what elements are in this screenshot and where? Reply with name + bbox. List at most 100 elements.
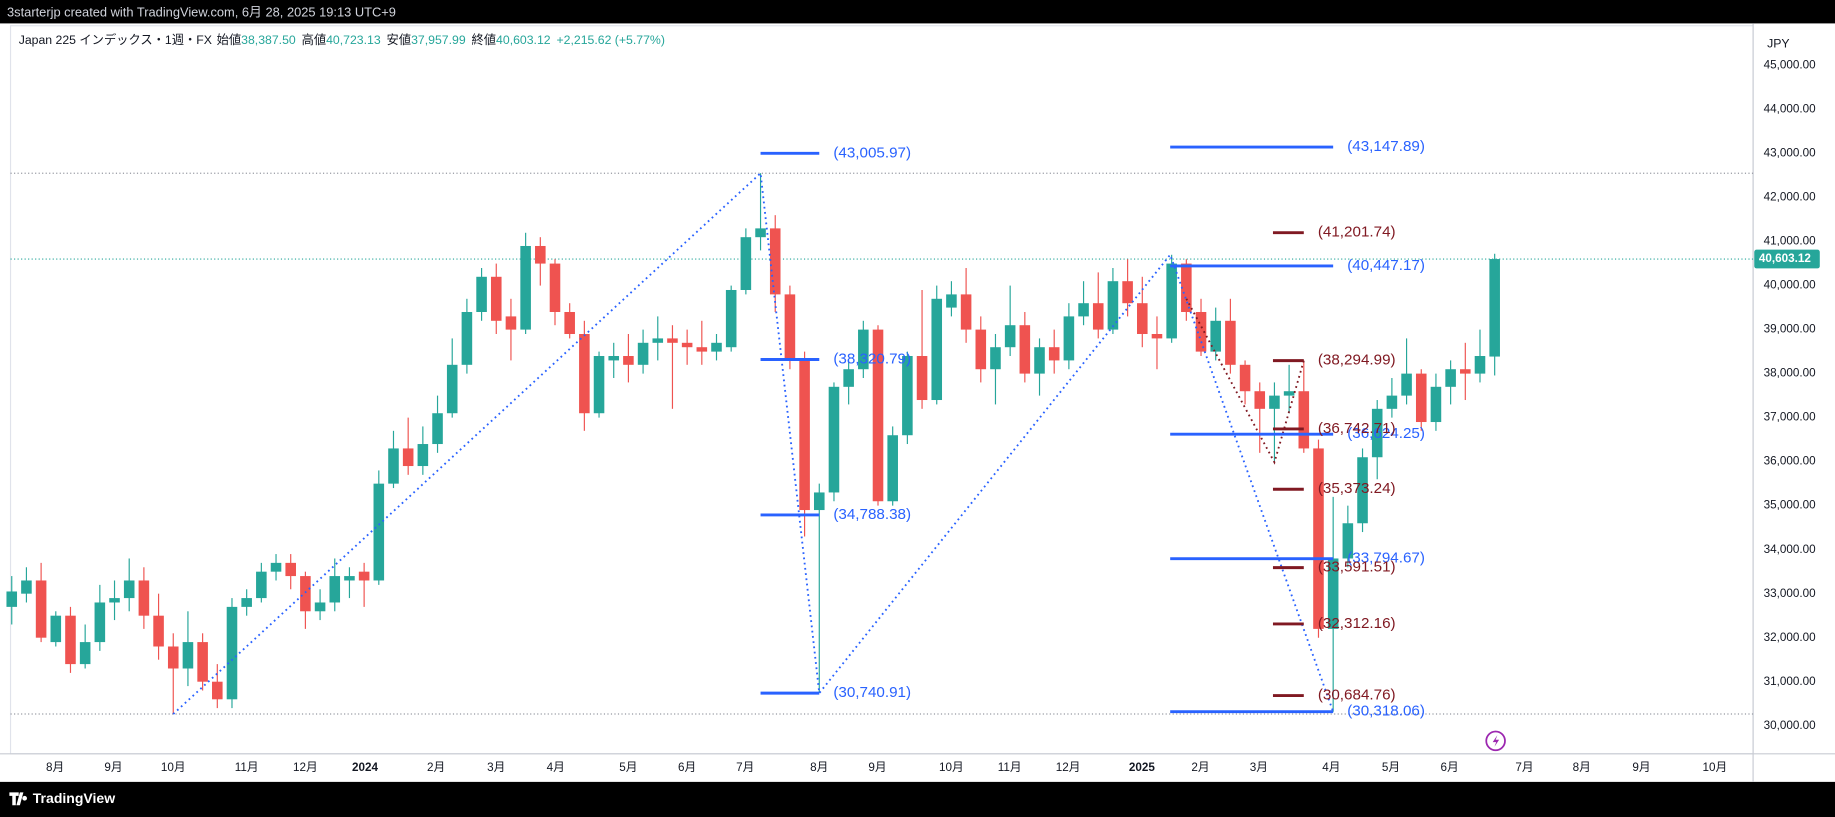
alert-icon bbox=[1485, 730, 1506, 752]
candle-body bbox=[329, 576, 341, 603]
candle-body bbox=[593, 356, 605, 414]
level-label: (33,591.51) bbox=[1318, 559, 1396, 576]
level-label: (30,318.06) bbox=[1347, 703, 1425, 720]
candle-body bbox=[1210, 320, 1221, 352]
level-label: (32,312.16) bbox=[1318, 615, 1396, 632]
y-tick-label: 33,000.00 bbox=[1764, 587, 1816, 600]
candle-body bbox=[153, 615, 164, 647]
candle-body bbox=[1298, 391, 1310, 449]
legend-value: 37,957.99 bbox=[411, 33, 466, 47]
x-tick-label: 11月 bbox=[235, 761, 259, 774]
candle-body bbox=[1357, 457, 1368, 524]
candle-body bbox=[1371, 408, 1383, 458]
level-label: (41,201.74) bbox=[1318, 224, 1396, 241]
candle-body bbox=[784, 294, 796, 361]
candle-body bbox=[1048, 347, 1060, 361]
legend-symbol: Japan 225 インデックス・1週・FX bbox=[19, 32, 212, 47]
candle-body bbox=[1078, 303, 1089, 317]
candle-body bbox=[1386, 395, 1398, 409]
level-label: (43,005.97) bbox=[833, 144, 911, 161]
candle-body bbox=[388, 448, 399, 484]
candle-body bbox=[6, 591, 18, 607]
x-tick-label: 2024 bbox=[352, 761, 378, 774]
x-tick-label: 10月 bbox=[1703, 761, 1728, 774]
candle-body bbox=[1342, 523, 1354, 559]
candle-body bbox=[1195, 311, 1207, 352]
candle-body bbox=[35, 580, 47, 638]
level-label: (36,624.25) bbox=[1347, 425, 1425, 442]
y-tick-label: 42,000.00 bbox=[1764, 191, 1816, 204]
level-label: (40,447.17) bbox=[1347, 257, 1425, 274]
candle-body bbox=[681, 342, 693, 348]
candle-body bbox=[769, 228, 781, 295]
x-tick-label: 2月 bbox=[427, 761, 445, 774]
candle-body bbox=[432, 413, 443, 445]
candle-body bbox=[608, 356, 620, 361]
candle-body bbox=[476, 276, 487, 312]
x-tick-label: 6月 bbox=[1440, 761, 1458, 774]
footer-logo bbox=[9, 792, 27, 806]
candle-body bbox=[1137, 303, 1148, 335]
last-price-tag bbox=[1754, 249, 1820, 269]
logo-mark bbox=[9, 792, 27, 806]
legend-label: 高値 bbox=[302, 32, 327, 47]
x-tick-label: 11月 bbox=[998, 761, 1022, 774]
x-tick-label: 12月 bbox=[293, 761, 318, 774]
candle-body bbox=[270, 562, 282, 572]
candle-body bbox=[285, 562, 296, 577]
candle-body bbox=[1034, 347, 1045, 374]
candle-body bbox=[1489, 259, 1500, 357]
x-tick-label: 8月 bbox=[810, 761, 828, 774]
x-tick-label: 3月 bbox=[1250, 761, 1268, 774]
x-tick-label: 8月 bbox=[46, 761, 64, 774]
x-tick-label: 6月 bbox=[678, 761, 696, 774]
candle-body bbox=[652, 338, 664, 343]
y-tick-label: 40,000.00 bbox=[1764, 279, 1816, 292]
candle-body bbox=[1401, 373, 1412, 396]
currency: JPY bbox=[1767, 37, 1789, 51]
legend: Japan 225 インデックス・1週・FX 始値38,387.50 高値40,72… bbox=[19, 32, 665, 47]
level-label: (38,320.79) bbox=[833, 351, 911, 368]
candle-body bbox=[1327, 558, 1339, 629]
candle-body bbox=[65, 615, 76, 665]
y-tick-label: 41,000.00 bbox=[1764, 235, 1816, 248]
candle-body bbox=[740, 237, 752, 290]
candle-body bbox=[696, 347, 708, 352]
x-tick-label: 9月 bbox=[868, 761, 886, 774]
candle-body bbox=[1063, 316, 1075, 361]
candle-body bbox=[1474, 356, 1486, 374]
level-label: (36,742.71) bbox=[1318, 420, 1396, 437]
legend-label: 始値 bbox=[217, 32, 242, 47]
candle-body bbox=[755, 228, 766, 238]
candle-body bbox=[843, 369, 854, 387]
candle-body bbox=[1092, 303, 1104, 330]
candle-body bbox=[50, 615, 62, 643]
x-tick-label: 2月 bbox=[1191, 761, 1209, 774]
alert-bolt bbox=[1492, 735, 1500, 747]
candle-body bbox=[1107, 281, 1119, 330]
candle-body bbox=[300, 576, 311, 612]
level-label: (43,147.89) bbox=[1347, 138, 1425, 155]
candle-body bbox=[1460, 369, 1471, 374]
candle-body bbox=[197, 642, 208, 682]
candle-body bbox=[711, 342, 722, 352]
candle-body bbox=[226, 606, 238, 700]
x-tick-label: 9月 bbox=[1632, 761, 1650, 774]
candle-body bbox=[799, 360, 810, 511]
candle-body bbox=[725, 289, 737, 348]
candle-body bbox=[505, 316, 517, 330]
candle-body bbox=[579, 334, 590, 414]
x-tick-label: 10月 bbox=[939, 761, 964, 774]
candle-body bbox=[960, 294, 972, 330]
y-tick-label: 44,000.00 bbox=[1764, 103, 1816, 116]
candle-body bbox=[813, 492, 825, 511]
candle-body bbox=[461, 311, 473, 365]
candle-body bbox=[637, 342, 649, 365]
x-tick-label: 8月 bbox=[1573, 761, 1591, 774]
candle-body bbox=[872, 329, 884, 502]
y-tick-label: 31,000.00 bbox=[1764, 675, 1816, 688]
y-tick-label: 37,000.00 bbox=[1764, 411, 1816, 424]
legend-label: 安値 bbox=[387, 32, 412, 47]
candle-body bbox=[212, 681, 223, 700]
y-tick-label: 35,000.00 bbox=[1764, 499, 1816, 512]
